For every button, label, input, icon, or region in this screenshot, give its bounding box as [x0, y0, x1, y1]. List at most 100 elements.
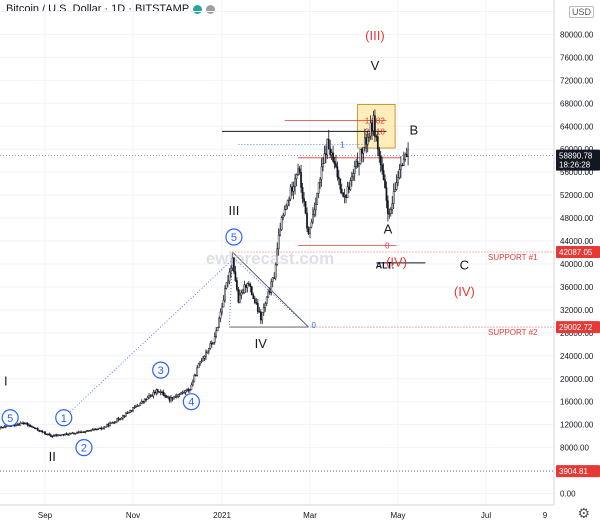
candle-body [317, 182, 320, 194]
candle-body [97, 428, 100, 430]
candle-body [352, 173, 355, 178]
candle-body [382, 170, 385, 180]
candle-body [189, 389, 191, 392]
candle-body [70, 432, 72, 435]
wave-circle [1, 409, 19, 427]
candle-body [78, 431, 81, 433]
currency-badge[interactable]: USD [568, 6, 594, 18]
candle-body [67, 433, 69, 436]
candle-body [303, 198, 305, 202]
candle-body [187, 389, 190, 392]
gear-icon[interactable]: ⚙ [577, 505, 590, 521]
candle-body [18, 424, 20, 426]
candle-body [339, 178, 342, 190]
candle-body [310, 221, 313, 228]
candle-body [304, 201, 307, 214]
candle-body [35, 427, 38, 430]
wave-label-red: (IV) [386, 254, 407, 269]
candle-body [64, 433, 67, 436]
symbol-title[interactable]: Bitcoin / U.S. Dollar · 1D · BITSTAMP [6, 3, 190, 15]
candle-body [389, 209, 392, 214]
candle-body [129, 410, 131, 413]
candle-body [202, 357, 204, 362]
candle-body [41, 430, 43, 433]
wave-circle [152, 361, 170, 379]
candle-body [210, 343, 213, 345]
support-label: SUPPORT #1 [488, 253, 538, 262]
candle-body [289, 186, 292, 200]
y-tick-label: 64000.00 [560, 122, 594, 131]
candle-body [75, 432, 78, 434]
candle-body [258, 311, 261, 313]
candle-body [3, 426, 6, 428]
candle-body [93, 428, 95, 430]
candle-body [362, 147, 365, 154]
x-tick-label: Mar [303, 511, 317, 520]
candle-body [167, 396, 169, 398]
candle-body [378, 148, 381, 157]
candle-body [39, 430, 42, 432]
candle-body [148, 395, 150, 398]
candle-body [61, 434, 64, 436]
x-tick-label: Nov [126, 511, 140, 520]
candle-body [402, 159, 405, 166]
candle-body [215, 330, 218, 337]
candle-body [107, 424, 110, 427]
candle-body [159, 391, 162, 393]
candle-body [85, 430, 88, 432]
candle-body [33, 427, 36, 429]
candle-body [355, 161, 358, 167]
candle-body [313, 209, 316, 215]
candle-body [170, 397, 172, 401]
current-price-tag: 58890.78 [559, 152, 593, 161]
candle-body [243, 284, 246, 294]
candle-body [271, 277, 274, 282]
candle-body [394, 189, 396, 192]
candle-body [264, 303, 267, 309]
symbol-header[interactable]: Bitcoin / U.S. Dollar · 1D · BITSTAMP [6, 3, 216, 15]
y-tick-label: 8000.00 [560, 444, 589, 453]
candle-body [83, 431, 85, 433]
candle-body [218, 317, 220, 328]
candle-body [319, 178, 321, 184]
candle-body [282, 214, 285, 218]
candle-body [57, 434, 59, 436]
candle-body [340, 188, 343, 194]
candle-body [205, 352, 207, 357]
candle-body [222, 299, 225, 308]
current-price-tag-countdown: 18:26:28 [559, 161, 591, 170]
candle-body [376, 136, 379, 150]
candle-body [36, 427, 39, 431]
candle-body [209, 343, 212, 349]
wave-label-red: (III) [365, 28, 385, 43]
candle-body [368, 135, 370, 138]
candle-body [306, 212, 308, 229]
support1-price-tag: 42087.05 [559, 248, 593, 257]
candle-body [336, 166, 339, 178]
candle-body [246, 283, 249, 288]
wave-circle [182, 393, 200, 411]
candle-body [374, 115, 376, 137]
candle-body [407, 149, 409, 157]
candle-body [114, 421, 117, 424]
fib-label: 1 [340, 141, 345, 150]
candle-body [133, 406, 136, 409]
candle-body [320, 166, 323, 180]
candle-body [349, 180, 352, 190]
y-tick-label: 44000.00 [560, 237, 594, 246]
candle-body [234, 271, 237, 281]
candle-body [88, 430, 91, 432]
candle-body [135, 405, 137, 408]
candle-body [60, 434, 62, 436]
candle-body [279, 229, 282, 236]
wave-trend-line [233, 257, 309, 328]
candle-body [236, 280, 238, 290]
candle-body [2, 426, 4, 429]
candle-body [98, 427, 101, 429]
candle-body [42, 431, 45, 433]
candle-body [219, 311, 222, 319]
candle-body [213, 336, 216, 343]
candle-body [80, 431, 82, 433]
support1-price-tag-bg [556, 246, 600, 259]
